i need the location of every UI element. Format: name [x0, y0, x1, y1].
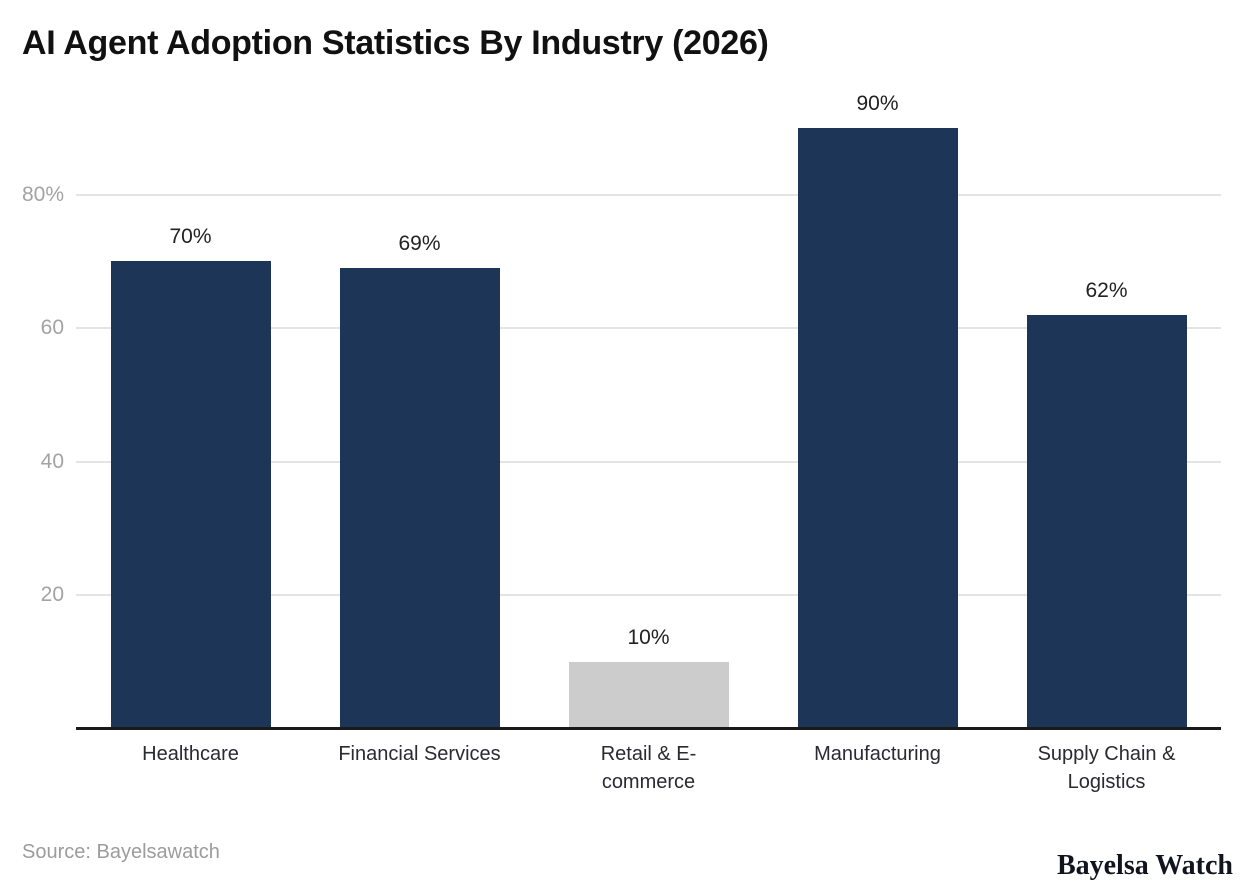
bar-financial-services: [340, 268, 500, 729]
x-axis-category-label: Healthcare: [142, 743, 239, 765]
bar-healthcare: [111, 261, 271, 729]
x-axis-category-label: Supply Chain & Logistics: [1037, 743, 1176, 793]
brand-wordmark: Bayelsa Watch: [1056, 850, 1233, 881]
y-axis-tick-label: 40: [40, 450, 64, 473]
bar-supply-chain-logistics: [1027, 315, 1187, 729]
x-axis-category-label: Manufacturing: [814, 743, 941, 765]
x-axis-category-label: Retail & E- commerce: [600, 743, 697, 793]
gridline-60: [76, 327, 1221, 329]
y-axis-tick-label: 20: [40, 583, 64, 606]
x-axis-line: [76, 727, 1221, 730]
bar-value-label: 70%: [169, 225, 212, 248]
bar-value-label: 69%: [398, 232, 441, 255]
y-axis-tick-label: 80%: [21, 183, 64, 206]
x-axis-category-label: Financial Services: [338, 743, 501, 765]
bar-value-label: 90%: [856, 92, 899, 115]
gridline-20: [76, 594, 1221, 596]
y-axis-tick-label: 60: [40, 316, 64, 339]
gridline-40: [76, 461, 1221, 463]
bar-value-label: 10%: [627, 626, 670, 649]
chart-title: AI Agent Adoption Statistics By Industry…: [22, 24, 769, 62]
bar-value-label: 62%: [1085, 279, 1128, 302]
source-note: Source: Bayelsawatch: [22, 841, 220, 863]
bar-manufacturing: [798, 128, 958, 729]
bar-retail-e-commerce: [569, 662, 729, 729]
gridline-80: [76, 194, 1221, 196]
